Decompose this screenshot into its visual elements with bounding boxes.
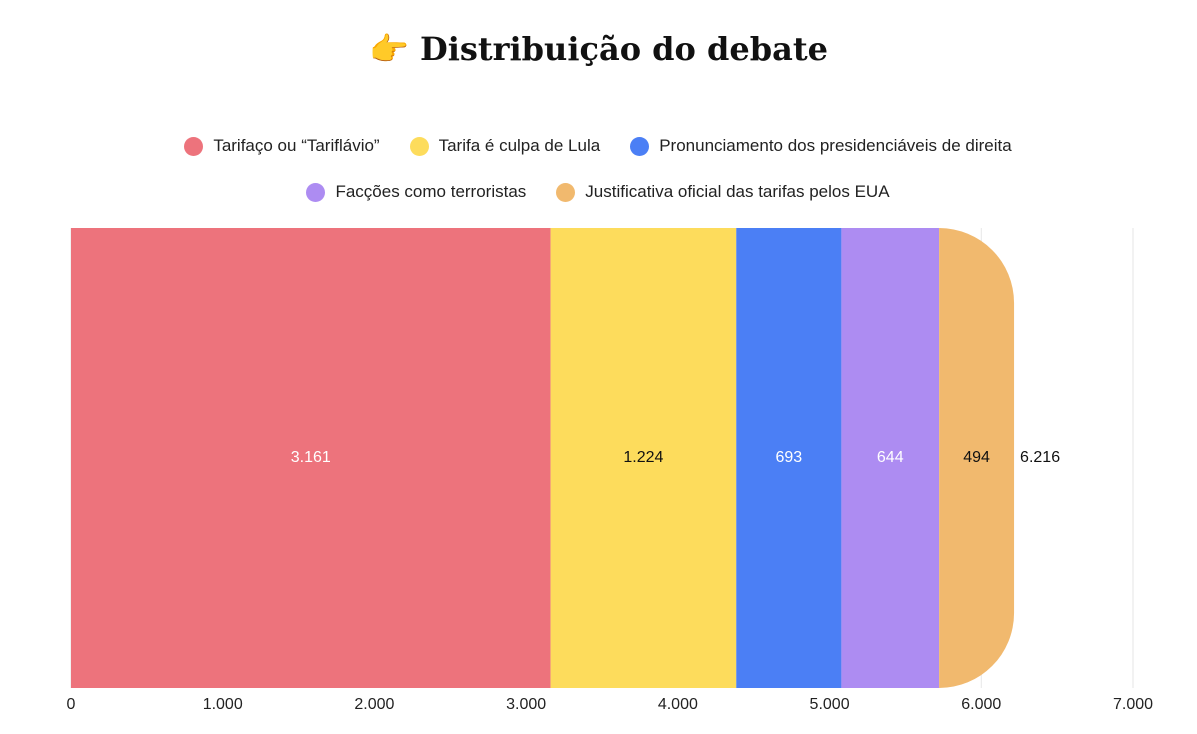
bar-segment (550, 228, 737, 688)
x-tick-label: 7.000 (1113, 696, 1153, 713)
bar-segment (736, 228, 842, 688)
legend-item: Pronunciamento dos presidenciáveis de di… (630, 132, 1012, 160)
value-label: 3.161 (291, 449, 331, 466)
x-tick-label: 5.000 (810, 696, 850, 713)
legend-label: Facções como terroristas (335, 182, 527, 201)
legend-label: Pronunciamento dos presidenciáveis de di… (659, 136, 1012, 155)
legend-item: Facções como terroristas (306, 178, 526, 206)
legend-label: Justificativa oficial das tarifas pelos … (585, 182, 890, 201)
legend-swatch (184, 136, 204, 156)
legend-label: Tarifaço ou “Tariflávio” (213, 136, 380, 155)
total-label: 6.216 (1020, 449, 1060, 466)
bar-segment (841, 228, 940, 688)
x-tick-label: 4.000 (658, 696, 698, 713)
legend: Tarifaço ou “Tariflávio” Tarifa é culpa d… (118, 132, 1078, 206)
bar-segment (939, 228, 1015, 688)
legend-item: Tarifa é culpa de Lula (409, 132, 601, 160)
legend-swatch (306, 182, 326, 202)
value-label: 644 (877, 449, 904, 466)
value-label: 1.224 (623, 449, 663, 466)
legend-swatch (556, 182, 576, 202)
x-tick-label: 1.000 (203, 696, 243, 713)
legend-label: Tarifa é culpa de Lula (438, 136, 601, 155)
legend-item: Tarifaço ou “Tariflávio” (184, 132, 380, 160)
value-label: 693 (775, 449, 802, 466)
legend-item: Justificativa oficial das tarifas pelos … (556, 178, 890, 206)
x-tick-label: 6.000 (961, 696, 1001, 713)
bar-segment (71, 228, 551, 688)
x-tick-label: 0 (67, 696, 76, 713)
chart-title: 👉 Distribuição do debate (368, 30, 829, 68)
legend-swatch (409, 136, 429, 156)
legend-swatch (630, 136, 650, 156)
value-label: 494 (963, 449, 990, 466)
x-tick-label: 3.000 (506, 696, 546, 713)
x-tick-label: 2.000 (354, 696, 394, 713)
